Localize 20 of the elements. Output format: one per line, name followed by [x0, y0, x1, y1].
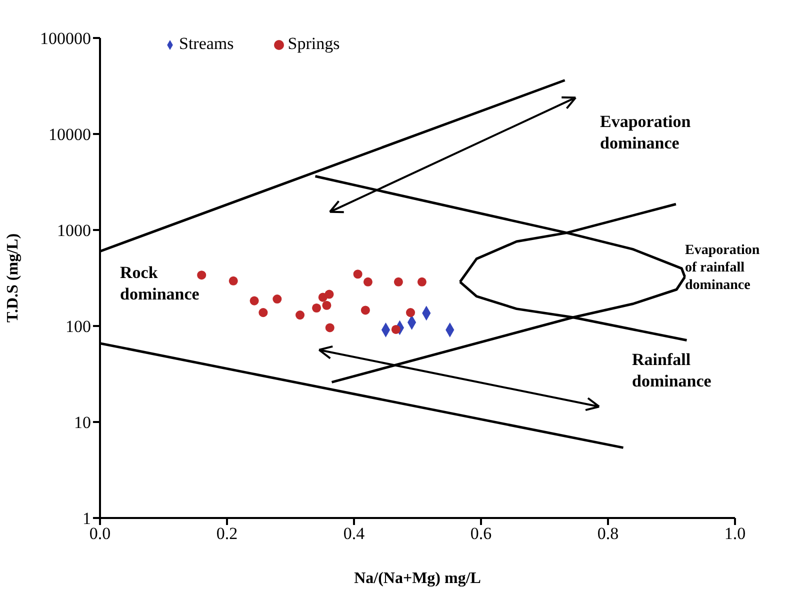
annotation: Evaporation dominance	[600, 112, 692, 152]
x-axis-title: Na/(Na+Mg) mg/L	[354, 570, 481, 587]
legend-label: Streams	[179, 34, 234, 53]
annotation: Rock dominance	[120, 263, 200, 304]
y-tick-label: 10000	[48, 125, 91, 144]
y-tick-label: 100000	[40, 29, 91, 48]
x-tick-label: 1.0	[724, 524, 746, 544]
x-tick-label: 0.2	[216, 524, 238, 544]
annotation: Evaporation of rainfall dominance	[685, 243, 760, 293]
x-tick-label: 0.6	[470, 524, 492, 544]
y-axis-title: T.D.S (mg/L)	[4, 233, 22, 323]
y-tick-label: 100	[66, 317, 91, 336]
x-tick-label: 0.4	[343, 524, 366, 544]
y-tick-label: 1	[82, 509, 91, 528]
x-tick-label: 0.8	[597, 524, 619, 544]
legend-label: Springs	[288, 34, 340, 53]
annotation: Rainfall dominance	[632, 350, 712, 390]
y-tick-label: 10	[74, 413, 91, 432]
x-tick-label: 0.0	[89, 524, 111, 544]
y-tick-label: 1000	[57, 221, 91, 240]
